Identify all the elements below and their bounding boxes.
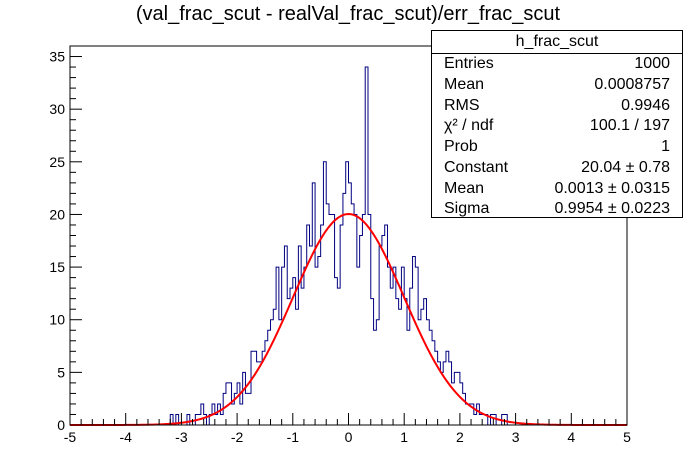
x-tick-label: 4 <box>567 429 575 445</box>
stats-row-mean: Mean 0.0008757 <box>432 75 682 96</box>
stats-value: 1000 <box>634 55 670 72</box>
stats-row-rms: RMS 0.9946 <box>432 96 682 117</box>
y-tick-label: 20 <box>49 206 65 222</box>
stats-label: Prob <box>444 138 478 155</box>
stats-row-prob: Prob 1 <box>432 137 682 158</box>
stats-box: h_frac_scut Entries 1000 Mean 0.0008757 RM… <box>431 30 683 218</box>
stats-row-entries: Entries 1000 <box>432 54 682 75</box>
fit-curve <box>70 213 627 426</box>
y-tick-label: 30 <box>49 101 65 117</box>
stats-value: 100.1 / 197 <box>589 117 670 135</box>
stats-value: 20.04 ± 0.78 <box>581 158 670 176</box>
x-tick-label: -2 <box>231 429 244 445</box>
stats-row-chi2: χ² / ndf 100.1 / 197 <box>432 116 682 137</box>
x-tick-label: -4 <box>119 429 132 445</box>
y-tick-label: 35 <box>49 49 65 65</box>
y-tick-label: 0 <box>57 417 65 433</box>
stats-row-sigma: Sigma 0.9954 ± 0.0223 <box>432 199 682 220</box>
stats-label: RMS <box>444 96 480 114</box>
x-tick-label: 1 <box>400 429 408 445</box>
axes: -5 -4 -3 -2 -1 0 1 2 3 4 5 0 5 10 15 20 25 30 35 <box>49 45 631 445</box>
stats-label: Constant <box>444 158 509 176</box>
stats-label: Sigma <box>444 200 490 218</box>
stats-name: h_frac_scut <box>432 31 682 54</box>
y-tick-label: 25 <box>49 154 65 170</box>
stats-value: 0.9946 <box>621 96 670 114</box>
x-tick-label: 3 <box>512 429 520 445</box>
x-tick-label: -5 <box>64 429 77 445</box>
chart-title: (val_frac_scut - realVal_frac_scut)/err_… <box>135 3 561 25</box>
stats-value: 0.9954 ± 0.0223 <box>554 200 670 218</box>
x-tick-label: 2 <box>456 429 464 445</box>
stats-value: 0.0013 ± 0.0315 <box>554 179 670 197</box>
stats-value: 1 <box>661 138 670 155</box>
y-tick-label: 15 <box>49 259 65 275</box>
stats-value: 0.0008757 <box>594 75 670 93</box>
stats-label: Mean <box>444 75 485 93</box>
y-tick-label: 10 <box>49 312 65 328</box>
stats-label: Entries <box>444 55 494 72</box>
x-tick-label: -1 <box>287 429 300 445</box>
y-tick-label: 5 <box>57 364 65 380</box>
stats-row-fit-mean: Mean 0.0013 ± 0.0315 <box>432 179 682 200</box>
stats-row-constant: Constant 20.04 ± 0.78 <box>432 158 682 179</box>
gaussian-fit <box>70 213 627 426</box>
x-tick-label: 0 <box>345 429 353 445</box>
stats-label: χ² / ndf <box>444 117 494 135</box>
x-tick-label: 5 <box>623 429 631 445</box>
x-tick-label: -3 <box>175 429 188 445</box>
stats-label: Mean <box>444 179 485 197</box>
